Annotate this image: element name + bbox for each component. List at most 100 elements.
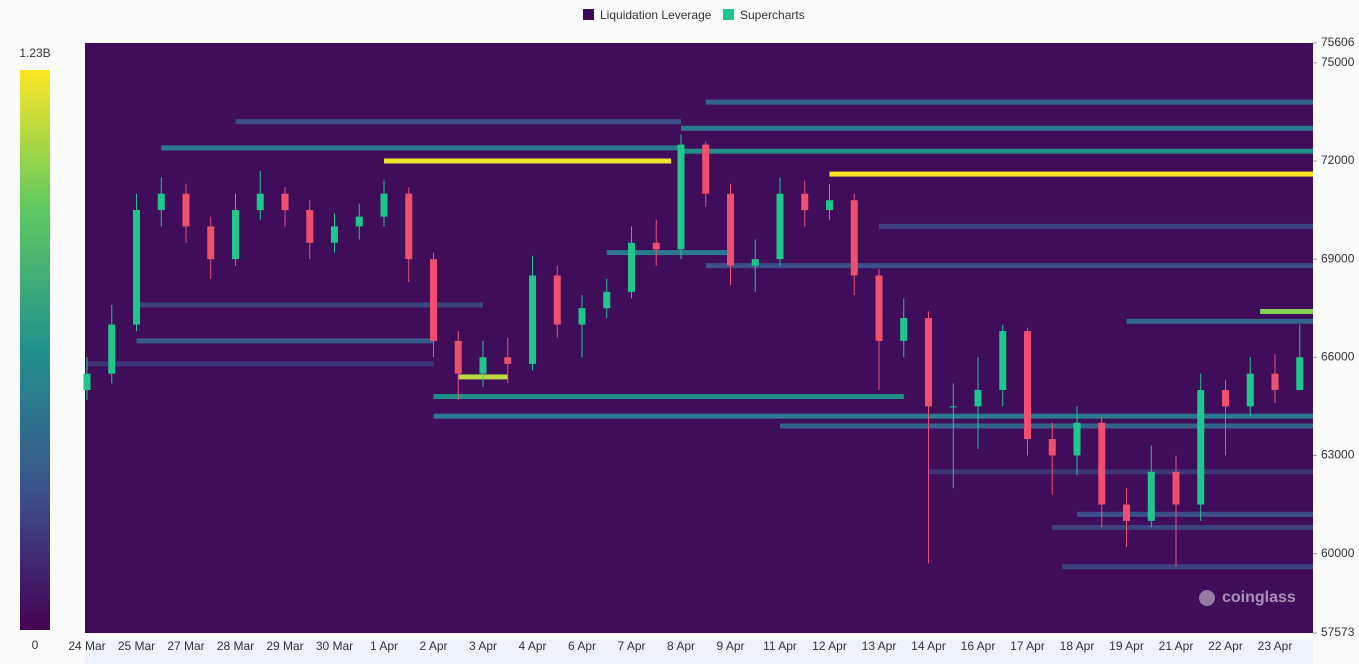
heat-band <box>384 158 672 164</box>
y-tick-label: 63000 <box>1321 448 1355 462</box>
y-tick-label: 57573 <box>1321 625 1355 639</box>
heat-band <box>606 250 731 256</box>
candle-body <box>652 242 660 250</box>
candle-body <box>826 200 833 211</box>
candle-body <box>801 193 809 211</box>
x-tick-label: 4 Apr <box>518 639 546 653</box>
candle-body <box>751 259 759 266</box>
candle-body <box>207 226 215 260</box>
x-tick-label: 14 Apr <box>911 639 946 653</box>
candle-body <box>504 357 512 364</box>
heat-band <box>681 148 1313 154</box>
candle-body <box>157 193 165 211</box>
y-tick-label: 75000 <box>1321 55 1355 69</box>
navigator <box>85 640 1313 664</box>
x-tick-label: 27 Mar <box>167 639 204 653</box>
candle-body <box>1024 331 1031 440</box>
candle-body <box>1098 422 1106 505</box>
candle-body <box>306 210 314 243</box>
candle-body <box>529 275 536 364</box>
x-tick-label: 16 Apr <box>961 639 996 653</box>
candle-body <box>999 331 1007 391</box>
legend-swatch[interactable] <box>583 9 594 20</box>
candle-body <box>1246 373 1254 407</box>
colorbar <box>20 70 50 630</box>
heat-band <box>235 119 681 125</box>
x-tick-label: 22 Apr <box>1208 639 1243 653</box>
x-tick-label: 8 Apr <box>667 639 695 653</box>
candle-body <box>108 324 116 374</box>
x-tick-label: 23 Apr <box>1258 639 1293 653</box>
candle-body <box>900 318 908 341</box>
x-tick-label: 1 Apr <box>370 639 398 653</box>
candle-body <box>628 242 635 292</box>
candle-body <box>603 291 611 309</box>
x-tick-label: 25 Mar <box>118 639 155 653</box>
heat-band <box>1126 318 1313 324</box>
candle-body <box>1048 439 1056 456</box>
candle-body <box>677 144 685 250</box>
y-tick-label: 66000 <box>1321 349 1355 363</box>
x-tick-label: 9 Apr <box>716 639 744 653</box>
candle-body <box>850 200 858 276</box>
heat-band <box>1077 511 1313 517</box>
heat-band <box>1062 564 1313 570</box>
watermark-icon <box>1199 590 1215 606</box>
heat-band <box>681 125 1313 131</box>
y-tick-label: 75606 <box>1321 35 1355 49</box>
candle-body <box>454 340 462 374</box>
heatmap-background <box>85 43 1313 633</box>
candle-body <box>1271 373 1279 391</box>
candle-body <box>1222 390 1229 407</box>
candle-body <box>875 275 883 341</box>
candle-body <box>1296 357 1304 391</box>
candle-body <box>256 193 264 211</box>
watermark: coinglass <box>1222 589 1296 606</box>
x-tick-label: 28 Mar <box>217 639 254 653</box>
candle-body <box>1123 504 1130 521</box>
candle-body <box>1147 471 1155 521</box>
x-tick-label: 2 Apr <box>419 639 447 653</box>
heat-band <box>1052 524 1313 530</box>
x-tick-label: 19 Apr <box>1109 639 1144 653</box>
candle-body <box>355 216 363 227</box>
legend-label[interactable]: Supercharts <box>740 8 805 22</box>
x-tick-label: 30 Mar <box>316 639 353 653</box>
heat-band <box>780 423 1313 429</box>
legend-swatch[interactable] <box>723 9 734 20</box>
x-tick-label: 13 Apr <box>862 639 897 653</box>
x-tick-label: 17 Apr <box>1010 639 1045 653</box>
heat-band <box>136 338 434 344</box>
candle-body <box>727 193 734 266</box>
heat-band <box>705 99 1313 105</box>
candle-body <box>430 259 437 341</box>
candle-body <box>1073 422 1081 456</box>
x-tick-label: 24 Mar <box>68 639 105 653</box>
y-tick-label: 60000 <box>1321 546 1355 560</box>
candle-body <box>702 144 710 194</box>
x-tick-label: 12 Apr <box>812 639 847 653</box>
candle-body <box>949 406 957 408</box>
candle-body <box>553 275 561 325</box>
candle-body <box>1172 471 1180 505</box>
candle-body <box>182 193 190 227</box>
candle-body <box>479 357 487 374</box>
heat-band <box>705 263 1313 269</box>
legend-label[interactable]: Liquidation Leverage <box>600 8 712 22</box>
y-tick-label: 69000 <box>1321 251 1355 265</box>
x-tick-label: 3 Apr <box>469 639 497 653</box>
x-tick-label: 18 Apr <box>1060 639 1095 653</box>
colorbar-min-label: 0 <box>32 638 39 652</box>
candle-body <box>578 308 586 325</box>
heat-band <box>136 302 483 308</box>
x-tick-label: 29 Mar <box>266 639 303 653</box>
candle-body <box>331 226 338 243</box>
heat-band <box>879 223 1313 229</box>
candle-body <box>83 373 91 391</box>
x-tick-label: 6 Apr <box>568 639 596 653</box>
heat-band <box>1260 308 1313 314</box>
heat-band <box>433 413 1313 419</box>
candle-body <box>925 318 932 407</box>
candle-body <box>380 193 388 217</box>
